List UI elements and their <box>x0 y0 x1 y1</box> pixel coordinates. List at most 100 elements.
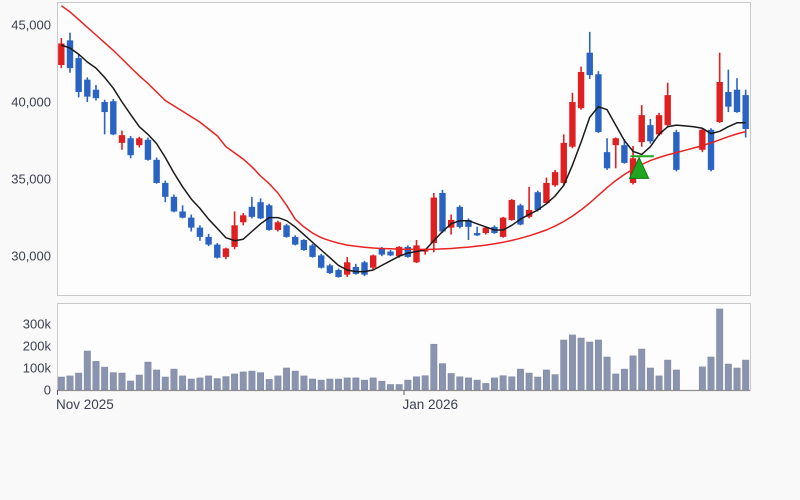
volume-bar <box>144 361 152 391</box>
x-axis-label: Nov 2025 <box>56 397 114 412</box>
volume-bar <box>309 378 316 391</box>
volume-bar <box>456 376 464 391</box>
candle-down <box>283 225 290 237</box>
volume-bar <box>352 377 360 391</box>
volume-bar <box>369 377 377 391</box>
candle-up <box>543 182 550 203</box>
volume-bar <box>499 375 507 391</box>
candle-up <box>560 142 567 183</box>
volume-bar <box>205 375 213 391</box>
candle-down <box>170 196 178 212</box>
volume-bar <box>707 356 715 391</box>
candle-down <box>404 246 412 257</box>
candle-up <box>421 249 429 252</box>
candle-down <box>647 125 654 142</box>
volume-bar <box>317 379 325 391</box>
volume-bar <box>551 374 559 391</box>
candle-up <box>525 209 533 217</box>
candle-down <box>110 101 117 135</box>
candle-down <box>473 233 481 236</box>
candle-up <box>395 246 403 257</box>
price-plot-area <box>57 2 751 296</box>
candle-down <box>361 262 368 275</box>
volume-bar <box>231 373 239 391</box>
volume-bar <box>724 363 732 391</box>
candle-down <box>465 219 472 227</box>
candle-down <box>586 52 593 76</box>
candle-down <box>378 248 386 255</box>
volume-bar <box>378 380 386 391</box>
price-tick-label: 35,000 <box>11 172 51 187</box>
volume-tick-label: 200k <box>23 338 52 353</box>
volume-bar <box>153 369 161 391</box>
volume-bar <box>542 369 550 391</box>
volume-bar <box>672 369 680 391</box>
buy-signal-triangle-icon <box>628 156 650 179</box>
volume-tick-label: 100k <box>23 360 52 375</box>
candle-up <box>612 138 619 146</box>
volume-bar <box>343 377 351 391</box>
candle-up <box>551 172 559 186</box>
volume-bar <box>326 378 334 391</box>
candle-up <box>222 248 230 257</box>
candle-up <box>343 262 351 275</box>
candle-down <box>733 89 741 113</box>
volume-bar <box>83 350 91 391</box>
volume-bar <box>612 373 620 391</box>
volume-bar <box>482 383 490 391</box>
volume-bar <box>274 375 282 391</box>
volume-bar <box>187 378 195 391</box>
price-axis-labels: 45,000 40,000 35,000 30,000 <box>11 17 51 263</box>
candle-up <box>569 102 576 147</box>
candle-down <box>292 236 299 245</box>
candle-up <box>118 135 126 143</box>
volume-bar <box>170 368 178 391</box>
price-tick-label: 40,000 <box>11 95 51 110</box>
candle-down <box>725 92 732 107</box>
candle-down <box>335 270 342 277</box>
candle-down <box>326 265 334 274</box>
volume-bar <box>239 371 247 391</box>
candle-down <box>92 89 100 99</box>
volume-bar <box>75 372 83 391</box>
volume-bar <box>135 374 143 391</box>
volume-bar <box>283 367 291 391</box>
volume-bar <box>586 341 594 391</box>
volume-bar <box>92 361 100 391</box>
volume-tick-label: 0 <box>44 383 51 398</box>
candle-down <box>101 102 108 113</box>
candle-down <box>214 244 221 258</box>
candle-up <box>664 95 671 126</box>
candle-down <box>188 217 195 228</box>
volume-bar <box>447 373 455 391</box>
candle-down <box>309 245 316 257</box>
volume-bar <box>534 376 542 391</box>
volume-bar <box>404 379 412 391</box>
volume-bar <box>742 359 750 391</box>
volume-bar <box>179 375 187 391</box>
volume-bar <box>646 367 654 391</box>
candle-down <box>144 139 152 160</box>
volume-bar <box>66 375 74 391</box>
volume-bar <box>620 368 628 391</box>
candle-up <box>369 255 377 268</box>
volume-bar <box>491 377 498 391</box>
candle-down <box>248 206 256 217</box>
candle-down <box>603 152 611 169</box>
volume-bar <box>101 366 109 391</box>
ma-long-line <box>60 5 746 251</box>
candle-down <box>196 227 204 237</box>
candle-up <box>430 197 438 244</box>
volume-bar <box>361 379 368 391</box>
volume-bar <box>248 370 256 391</box>
candle-up <box>58 43 65 66</box>
volume-bar <box>577 337 585 391</box>
volume-bar <box>413 376 420 391</box>
volume-bar <box>127 380 135 391</box>
candle-up <box>482 227 489 234</box>
candle-down <box>257 202 264 219</box>
candle-up <box>499 217 507 237</box>
x-axis-label: Jan 2026 <box>403 397 459 412</box>
candle-down <box>707 129 715 170</box>
candle-down <box>534 192 541 210</box>
